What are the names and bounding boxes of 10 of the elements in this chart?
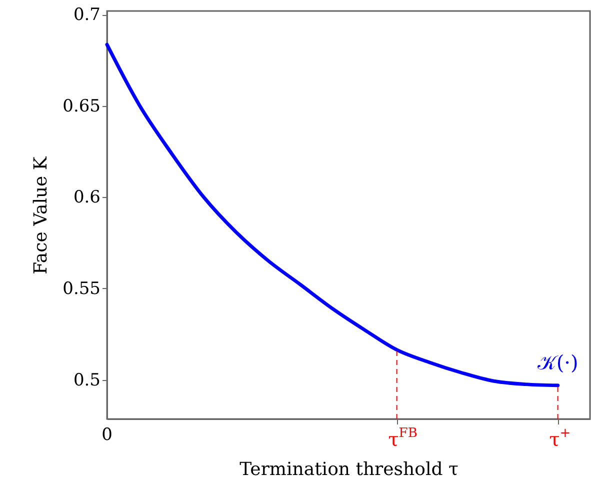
y-axis-title: Face Value K bbox=[30, 156, 52, 274]
y-tick-label: 0.65 bbox=[62, 96, 100, 116]
y-tick-label: 0.7 bbox=[73, 5, 100, 26]
x-axis-title: Termination threshold τ bbox=[240, 459, 458, 480]
y-tick-label: 0.5 bbox=[73, 370, 100, 390]
x-tick-label: τ+ bbox=[549, 426, 571, 451]
y-tick-label: 0.55 bbox=[62, 278, 100, 299]
y-tick-label: 0.6 bbox=[73, 188, 100, 208]
x-tick-label: 0 bbox=[102, 425, 112, 445]
series-label: 𝒦(·) bbox=[537, 350, 578, 374]
